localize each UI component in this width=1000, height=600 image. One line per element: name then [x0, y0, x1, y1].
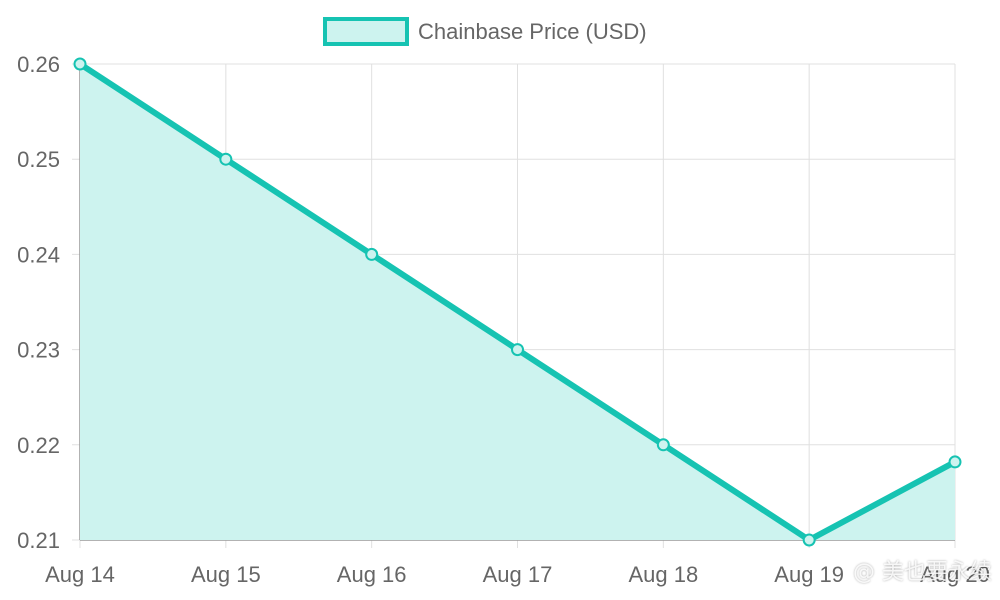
data-point[interactable]: [948, 455, 962, 469]
x-tick-label: Aug 14: [45, 562, 115, 587]
y-tick-label: 0.25: [17, 147, 60, 172]
x-tick-label: Aug 19: [774, 562, 844, 587]
data-points: [73, 57, 962, 547]
x-tick-label: Aug 15: [191, 562, 261, 587]
data-point[interactable]: [365, 247, 379, 261]
price-area-fill: [80, 64, 955, 540]
x-tick-label: Aug 16: [337, 562, 407, 587]
y-tick-label: 0.22: [17, 433, 60, 458]
watermark: @ 美也要永续: [853, 560, 992, 585]
y-tick-label: 0.21: [17, 528, 60, 553]
x-tick-label: Aug 18: [628, 562, 698, 587]
x-tick-label: Aug 20: [920, 562, 990, 587]
legend[interactable]: Chainbase Price (USD): [323, 17, 647, 46]
legend-label[interactable]: Chainbase Price (USD): [418, 19, 647, 44]
y-tick-label: 0.24: [17, 242, 60, 267]
data-point[interactable]: [219, 152, 233, 166]
data-point[interactable]: [511, 343, 524, 357]
y-axis-ticks: 0.26 0.25 0.24 0.23 0.22 0.21: [17, 52, 60, 553]
x-axis-ticks: Aug 14 Aug 15 Aug 16 Aug 17 Aug 18 Aug 19 Aug …: [45, 562, 990, 587]
y-tick-label: 0.23: [17, 338, 60, 363]
y-tick-label: 0.26: [17, 52, 60, 77]
data-point[interactable]: [802, 533, 816, 547]
x-tick-label: Aug 17: [483, 562, 553, 587]
data-point[interactable]: [656, 438, 670, 452]
data-point[interactable]: [73, 57, 87, 71]
legend-swatch[interactable]: [323, 17, 409, 46]
